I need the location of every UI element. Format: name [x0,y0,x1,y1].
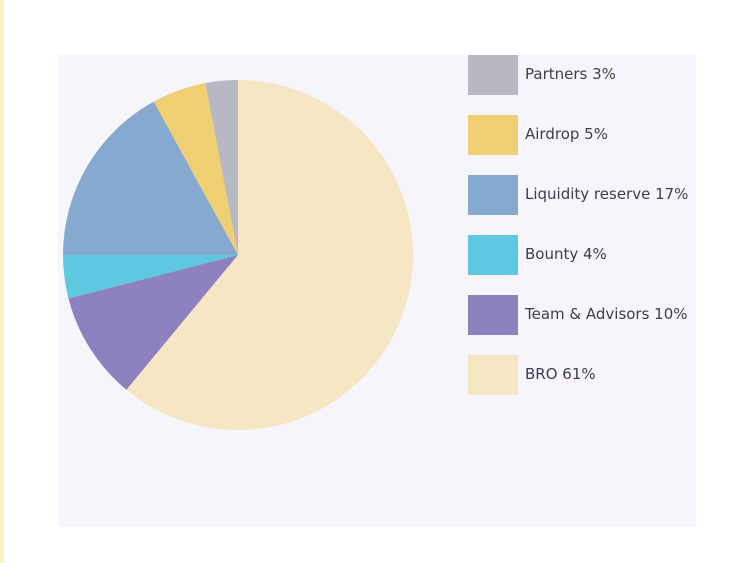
pie-slice-team-advisors [68,255,238,390]
legend-label-partners: Partners 3% [525,65,616,83]
legend-item-team-advisors: Team & Advisors 10% [468,295,708,335]
legend-label-airdrop: Airdrop 5% [525,125,608,143]
pie-slice-liquidity-reserve [63,101,238,256]
left-edge-strip [0,0,4,563]
pie-slice-bro [126,80,413,430]
legend-label-team-advisors: Team & Advisors 10% [525,305,688,323]
legend-item-partners: Partners 3% [468,55,708,95]
pie-slice-bounty [63,255,238,299]
legend-label-bounty: Bounty 4% [525,245,607,263]
legend-swatch-bounty [468,235,518,275]
legend-item-bro: BRO 61% [468,355,708,395]
legend-label-bro: BRO 61% [525,365,596,383]
legend-item-bounty: Bounty 4% [468,235,708,275]
legend-label-liquidity-reserve: Liquidity reserve 17% [525,185,689,203]
legend-swatch-bro [468,355,518,395]
legend-item-liquidity-reserve: Liquidity reserve 17% [468,175,708,215]
legend-item-airdrop: Airdrop 5% [468,115,708,155]
legend-swatch-liquidity-reserve [468,175,518,215]
pie-slice-airdrop [153,83,238,255]
legend-swatch-partners [468,55,518,95]
pie-slice-partners [205,80,238,255]
legend-swatch-airdrop [468,115,518,155]
legend-swatch-team-advisors [468,295,518,335]
